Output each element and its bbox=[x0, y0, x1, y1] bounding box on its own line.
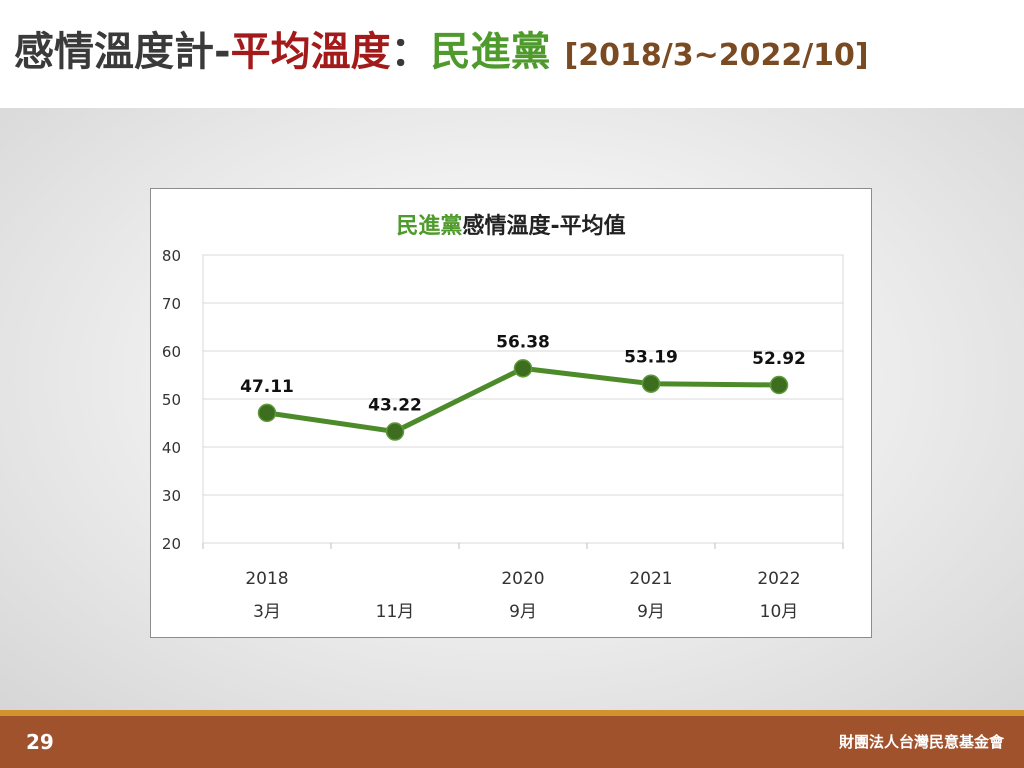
footer-bar: 29 財團法人台灣民意基金會 bbox=[0, 710, 1024, 768]
data-label: 53.19 bbox=[624, 348, 678, 368]
y-tick-label: 20 bbox=[162, 535, 181, 553]
y-tick-label: 30 bbox=[162, 487, 181, 505]
y-tick-label: 80 bbox=[162, 247, 181, 265]
page-number: 29 bbox=[26, 730, 54, 754]
x-tick-label-month: 11月 bbox=[376, 602, 415, 622]
y-tick-label: 40 bbox=[162, 439, 181, 457]
data-point bbox=[769, 375, 789, 395]
data-labels: 47.11 43.22 56.38 53.19 52.92 bbox=[240, 332, 806, 415]
y-axis: 20 30 40 50 60 70 80 bbox=[162, 247, 181, 553]
y-tick-label: 60 bbox=[162, 343, 181, 361]
data-point bbox=[641, 374, 661, 393]
chart-title: 民進黨感情溫度-平均值 bbox=[396, 213, 625, 239]
x-tick-label-year: 2020 bbox=[501, 569, 544, 589]
slide-title: 感情溫度計-平均溫度：民進黨 [2018/3~2022/10] bbox=[14, 22, 869, 82]
series-line bbox=[264, 365, 782, 435]
series-dpp bbox=[257, 359, 789, 441]
chart-gridlines bbox=[202, 254, 844, 544]
chart-title-rest: 感情溫度-平均值 bbox=[462, 213, 625, 239]
x-tick-label-month: 9月 bbox=[637, 602, 665, 622]
data-point bbox=[257, 403, 277, 423]
data-label: 52.92 bbox=[752, 349, 806, 369]
data-label: 47.11 bbox=[240, 377, 294, 397]
x-tick-label-month: 9月 bbox=[509, 602, 537, 622]
plot-area-border bbox=[202, 254, 844, 544]
data-label: 56.38 bbox=[496, 332, 550, 352]
data-label: 43.22 bbox=[368, 396, 422, 416]
title-part-1: 感情溫度計- bbox=[14, 29, 231, 75]
x-tick-label-year: 2022 bbox=[757, 569, 800, 589]
x-tick-label-year: 2021 bbox=[629, 569, 672, 589]
x-tick-label-month: 3月 bbox=[253, 602, 281, 622]
x-tick-label-month: 10月 bbox=[760, 602, 799, 622]
data-point bbox=[385, 422, 405, 441]
x-axis: 2018 3月 11月 2020 9月 2021 9月 2022 10月 bbox=[202, 543, 844, 622]
data-point bbox=[513, 359, 533, 378]
y-tick-label: 70 bbox=[162, 295, 181, 313]
title-date-range: [2018/3~2022/10] bbox=[564, 38, 869, 73]
title-separator: ： bbox=[390, 29, 431, 75]
y-tick-label: 50 bbox=[162, 391, 181, 409]
chart-container: 民進黨感情溫度-平均值 20 30 40 50 60 70 80 2018 3月 11月 2020… bbox=[150, 188, 872, 638]
line-chart: 民進黨感情溫度-平均值 20 30 40 50 60 70 80 2018 3月 11月 2020… bbox=[162, 213, 844, 622]
title-party: 民進黨 bbox=[430, 29, 551, 75]
organization-name: 財團法人台灣民意基金會 bbox=[838, 733, 1004, 751]
x-tick-label-year: 2018 bbox=[245, 569, 288, 589]
title-part-2: 平均溫度 bbox=[230, 29, 391, 75]
chart-title-party: 民進黨 bbox=[396, 214, 462, 239]
